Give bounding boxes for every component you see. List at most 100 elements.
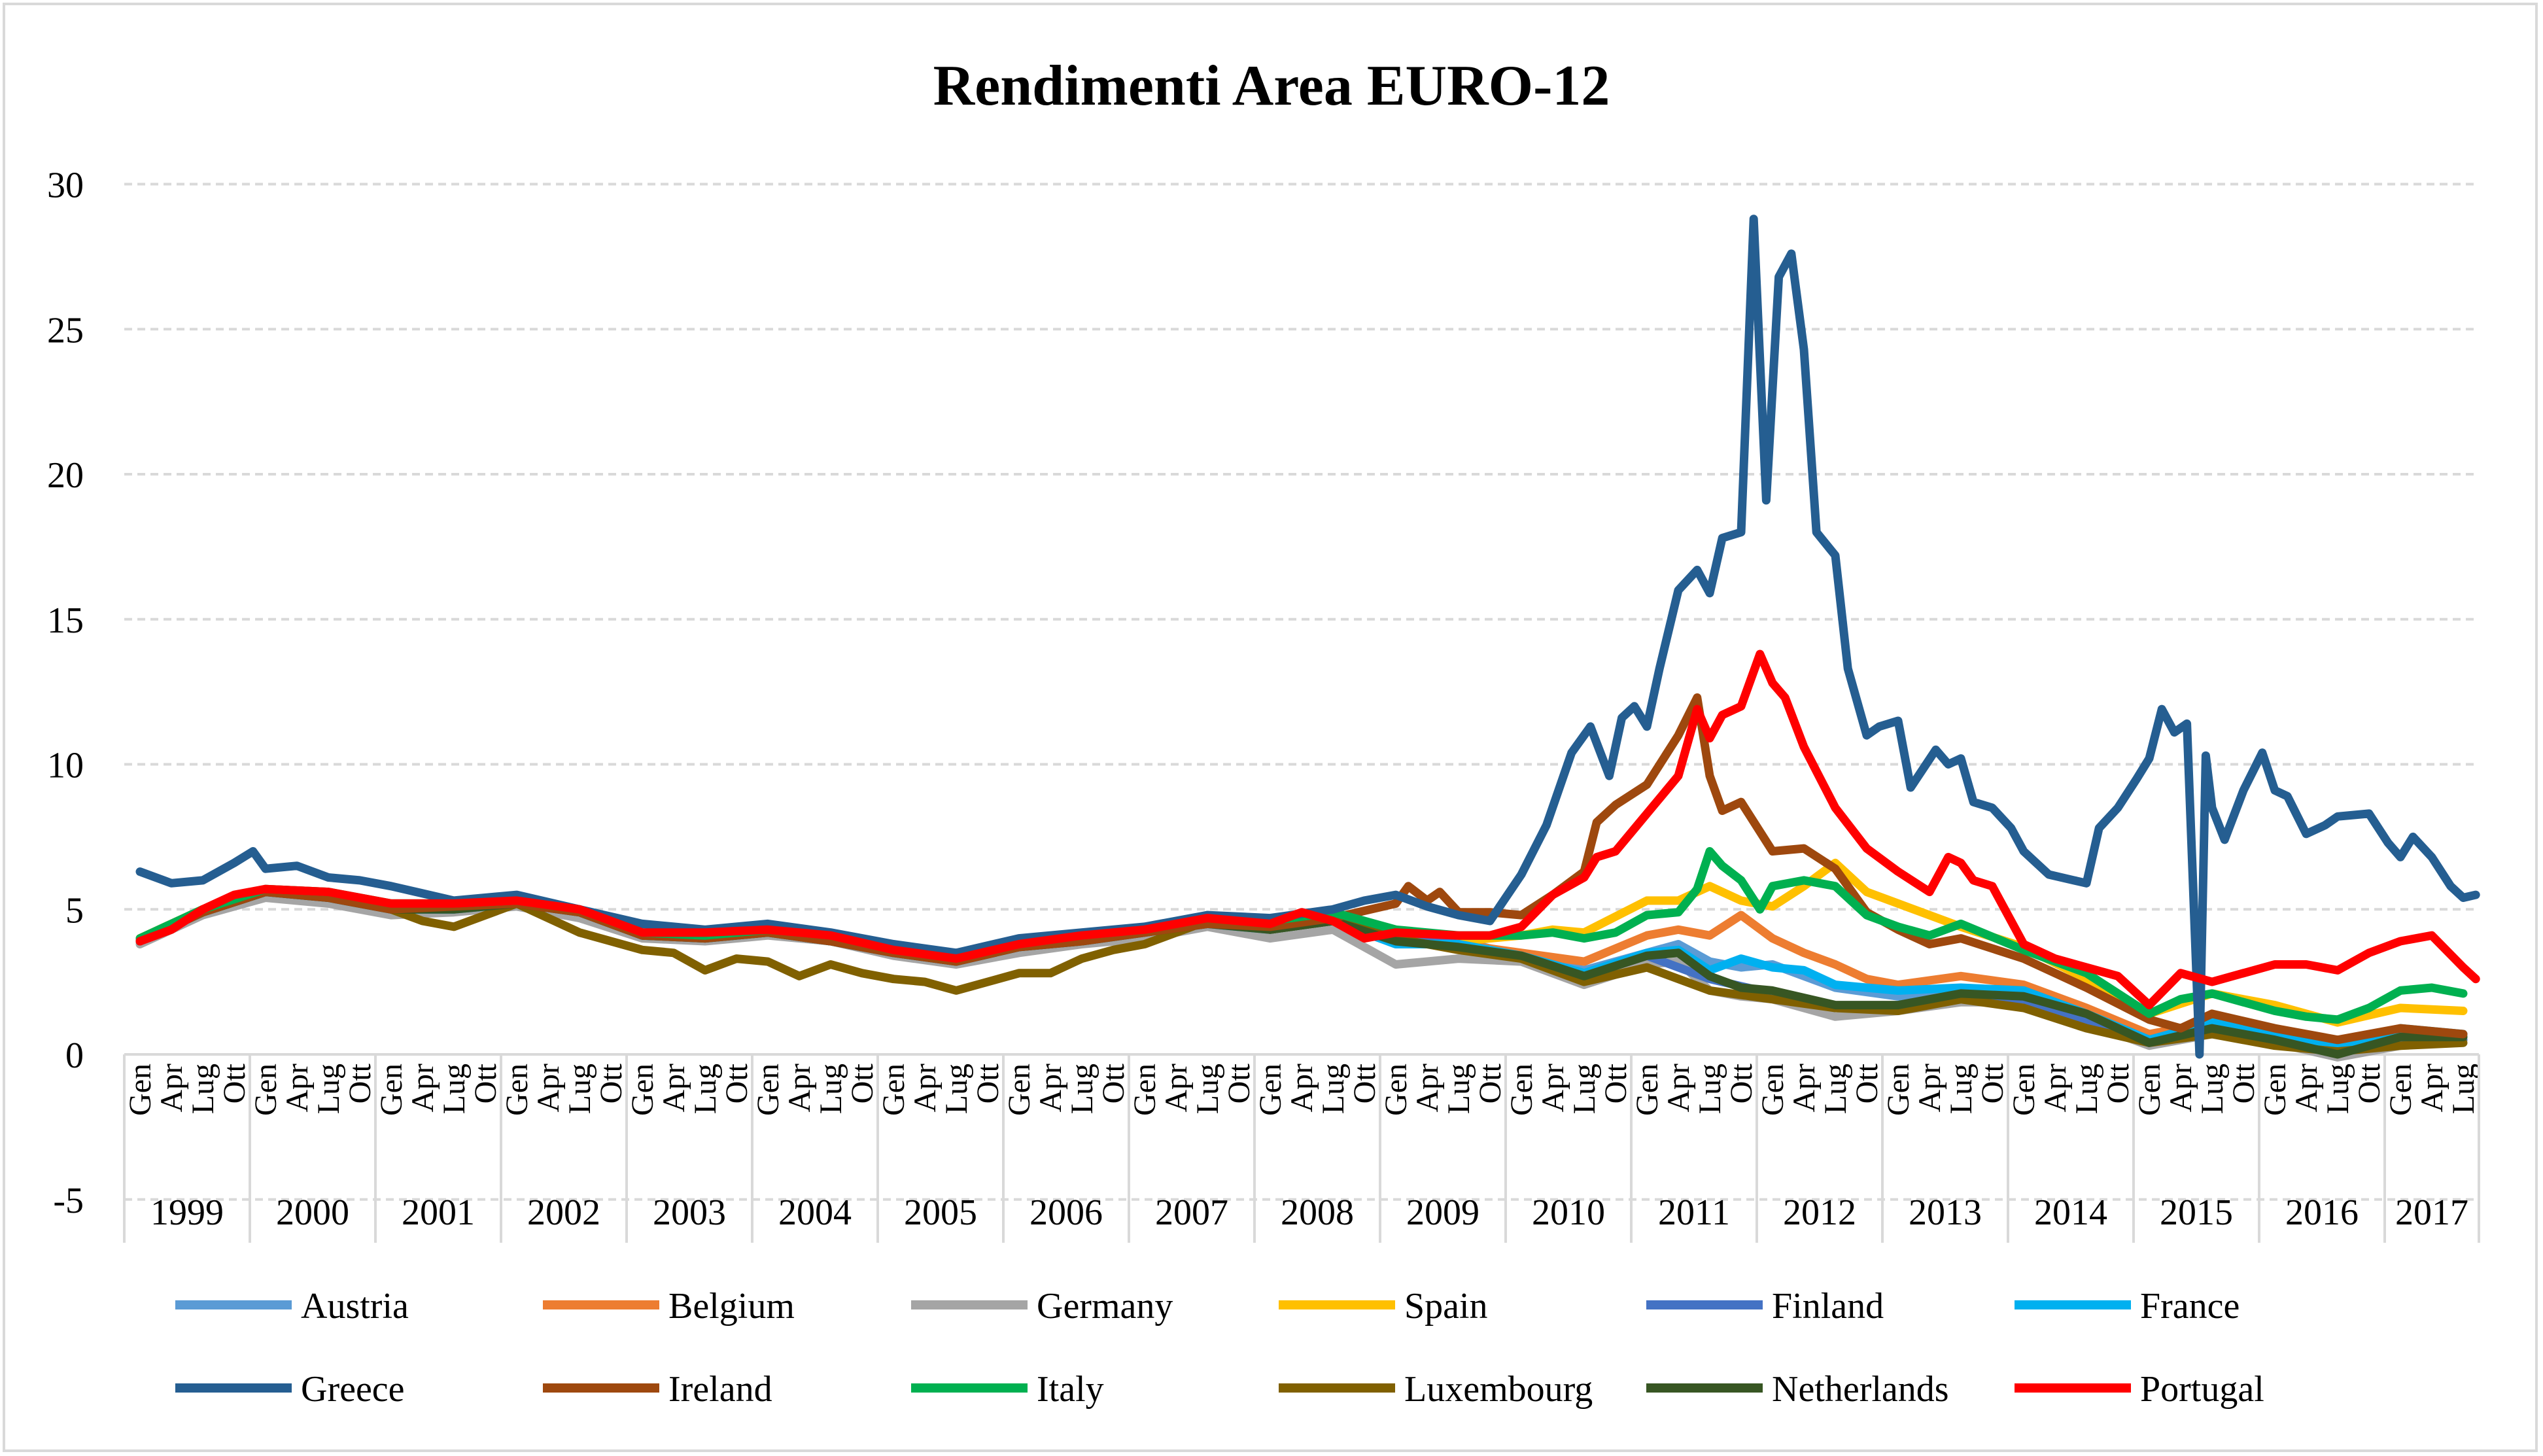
month-tick-label: Apr <box>782 1064 817 1113</box>
month-tick-label: Gen <box>625 1064 660 1116</box>
month-tick-label: Apr <box>280 1064 315 1113</box>
month-tick-label: Ott <box>468 1063 503 1103</box>
month-tick-label: Gen <box>876 1064 911 1116</box>
month-tick-label: Gen <box>123 1064 158 1116</box>
year-tick-label: 2008 <box>1281 1192 1354 1233</box>
month-tick-label: Lug <box>939 1064 974 1114</box>
month-tick-label: Apr <box>1410 1064 1445 1113</box>
month-tick-label: Ott <box>1975 1063 2010 1103</box>
month-tick-label: Gen <box>1756 1064 1790 1116</box>
month-tick-label: Ott <box>2101 1063 2136 1103</box>
month-tick-label: Lug <box>1818 1064 1853 1114</box>
month-tick-label: Ott <box>1347 1063 1382 1103</box>
year-tick-label: 2004 <box>778 1192 852 1233</box>
year-tick-label: 2002 <box>527 1192 600 1233</box>
month-tick-label: Apr <box>406 1064 440 1113</box>
month-tick-label: Ott <box>1473 1063 1508 1103</box>
legend-label-portugal: Portugal <box>2140 1369 2264 1410</box>
y-tick-label: -5 <box>53 1181 84 1221</box>
month-tick-label: Ott <box>343 1063 377 1103</box>
month-tick-label: Ott <box>1599 1063 1633 1103</box>
month-tick-label: Gen <box>751 1064 786 1116</box>
year-tick-label: 2017 <box>2395 1192 2468 1233</box>
y-tick-label: 20 <box>47 455 84 496</box>
month-tick-label: Gen <box>2132 1064 2167 1116</box>
month-tick-label: Apr <box>2038 1064 2073 1113</box>
chart-frame <box>3 3 2538 1452</box>
month-tick-label: Gen <box>2383 1064 2418 1116</box>
month-tick-label: Gen <box>1379 1064 1413 1116</box>
year-tick-label: 2016 <box>2285 1192 2359 1233</box>
month-tick-label: Ott <box>971 1063 1005 1103</box>
year-tick-label: 2014 <box>2034 1192 2107 1233</box>
month-tick-label: Gen <box>249 1064 283 1116</box>
month-tick-label: Lug <box>814 1064 848 1114</box>
month-tick-label: Gen <box>1504 1064 1539 1116</box>
y-tick-label: 0 <box>65 1035 84 1076</box>
year-tick-label: 1999 <box>150 1192 224 1233</box>
year-tick-label: 2005 <box>904 1192 977 1233</box>
month-tick-label: Gen <box>500 1064 534 1116</box>
legend-label-spain: Spain <box>1404 1286 1488 1326</box>
y-tick-label: 25 <box>47 310 84 351</box>
series-line-luxembourg <box>135 888 2468 1056</box>
series-line-greece <box>135 215 2480 1059</box>
month-tick-label: Apr <box>1536 1064 1570 1113</box>
year-tick-label: 2011 <box>1658 1192 1730 1233</box>
month-tick-label: Lug <box>562 1064 597 1114</box>
month-tick-label: Gen <box>1253 1064 1288 1116</box>
month-tick-label: Apr <box>1912 1064 1947 1113</box>
month-tick-label: Apr <box>657 1064 691 1113</box>
y-tick-label: 15 <box>47 600 84 641</box>
month-tick-label: Ott <box>845 1063 880 1103</box>
month-tick-label: Apr <box>2164 1064 2198 1113</box>
month-tick-label: Lug <box>2195 1064 2230 1114</box>
series-lines <box>135 215 2480 1062</box>
month-tick-label: Apr <box>1159 1064 1194 1113</box>
month-tick-label: Lug <box>437 1064 472 1114</box>
legend-label-italy: Italy <box>1037 1369 1104 1410</box>
month-tick-label: Lug <box>688 1064 723 1114</box>
month-tick-label: Lug <box>2069 1064 2104 1114</box>
y-tick-label: 5 <box>65 890 84 931</box>
month-tick-label: Gen <box>1630 1064 1665 1116</box>
year-tick-label: 2015 <box>2160 1192 2233 1233</box>
y-tick-label: 30 <box>47 165 84 206</box>
month-tick-label: Apr <box>154 1064 189 1113</box>
year-tick-label: 2001 <box>402 1192 475 1233</box>
legend-label-finland: Finland <box>1772 1286 1884 1326</box>
month-tick-label: Apr <box>1787 1064 1822 1113</box>
legend-label-belgium: Belgium <box>668 1286 795 1326</box>
month-tick-label: Apr <box>2415 1064 2449 1113</box>
year-tick-label: 2007 <box>1155 1192 1228 1233</box>
month-tick-label: Lug <box>1442 1064 1476 1114</box>
series-line-portugal <box>135 650 2480 1010</box>
month-tick-label: Lug <box>311 1064 346 1114</box>
month-tick-label: Gen <box>1881 1064 1916 1116</box>
month-tick-label: Ott <box>2226 1063 2261 1103</box>
month-tick-label: Lug <box>186 1064 220 1114</box>
y-axis-ticks: 30 25 20 15 10 5 0 -5 <box>47 165 84 1221</box>
chart-title: Rendimenti Area EURO-12 <box>933 54 1610 118</box>
month-tick-label: Apr <box>1285 1064 1319 1113</box>
month-tick-label: Ott <box>1222 1063 1256 1103</box>
month-tick-label: Apr <box>908 1064 943 1113</box>
legend-label-netherlands: Netherlands <box>1772 1369 1949 1410</box>
year-tick-label: 2003 <box>653 1192 726 1233</box>
legend-label-luxembourg: Luxembourg <box>1404 1369 1593 1410</box>
month-tick-label: Gen <box>2258 1064 2292 1116</box>
gridlines <box>124 182 2479 1201</box>
year-tick-label: 2009 <box>1406 1192 1479 1233</box>
month-tick-label: Ott <box>2352 1063 2387 1103</box>
month-tick-label: Ott <box>1096 1063 1131 1103</box>
month-tick-label: Lug <box>1567 1064 1602 1114</box>
month-tick-label: Gen <box>374 1064 409 1116</box>
month-tick-label: Ott <box>1850 1063 1884 1103</box>
month-tick-label: Ott <box>217 1063 252 1103</box>
month-tick-label: Gen <box>2007 1064 2041 1116</box>
year-tick-label: 2010 <box>1532 1192 1605 1233</box>
legend-label-germany: Germany <box>1037 1286 1173 1326</box>
month-tick-label: Apr <box>1661 1064 1696 1113</box>
month-tick-label: Lug <box>2446 1064 2481 1114</box>
